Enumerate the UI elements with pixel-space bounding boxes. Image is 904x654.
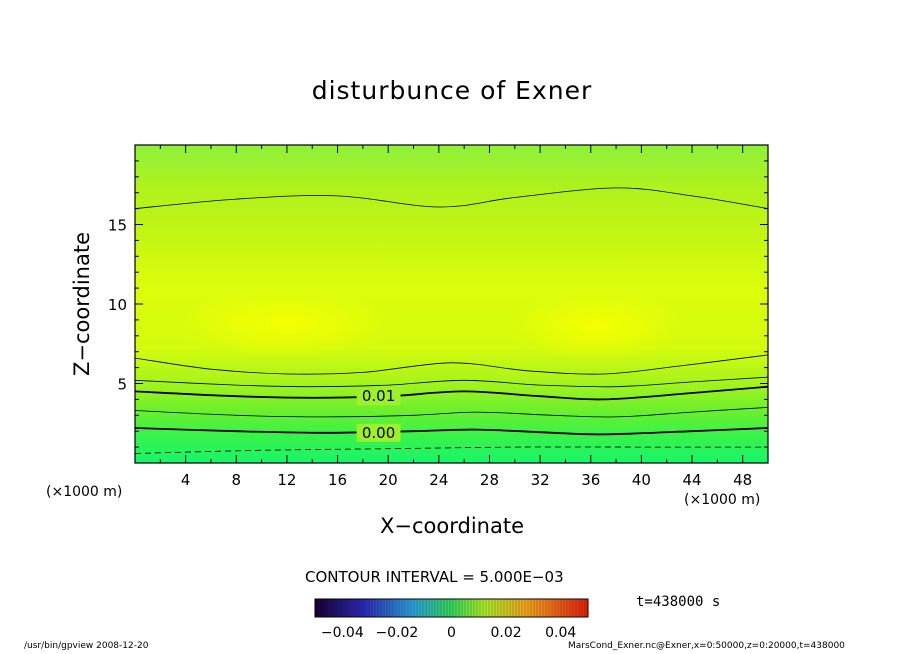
maximum-region-right [507, 290, 687, 362]
colorbar-tick-label: −0.02 [375, 625, 418, 641]
contour-line [135, 407, 768, 418]
time-label: t=438000 s [636, 594, 721, 610]
x-tick-label: 8 [232, 471, 242, 489]
contour-line [135, 446, 768, 454]
colorbar [314, 598, 589, 618]
contour-line [135, 187, 768, 209]
x-unit-right: (×1000 m) [684, 492, 761, 508]
contour-line [135, 385, 768, 401]
contour-interval: CONTOUR INTERVAL = 5.000E−03 [305, 568, 564, 586]
x-axis-label: X−coordinate [380, 514, 524, 538]
contour-line [135, 354, 768, 375]
x-tick-label: 20 [379, 471, 398, 489]
colorbar-tick-label: 0.04 [545, 625, 576, 641]
plot-area [135, 145, 768, 463]
x-tick-label: 48 [733, 471, 752, 489]
y-axis-label: Z−coordinate [70, 232, 94, 376]
x-tick-label: 28 [480, 471, 499, 489]
chart-title: disturbunce of Exner [311, 76, 593, 105]
y-tick-label: 5 [117, 376, 127, 394]
footer-program: /usr/bin/gpview 2008-12-20 [24, 641, 149, 651]
colorbar-tick-label: 0.02 [491, 625, 522, 641]
footer-source: MarsCond_Exner.nc@Exner,x=0:50000,z=0:20… [568, 641, 845, 651]
maximum-region-left [175, 290, 395, 358]
y-tick-label: 15 [108, 217, 127, 235]
x-tick-label: 44 [682, 471, 701, 489]
contour-label-bg [356, 387, 401, 406]
y-tick-label: 10 [108, 296, 127, 314]
contour-label: 0.01 [362, 387, 395, 405]
contour-line [135, 376, 768, 388]
contour-line [135, 427, 768, 436]
x-tick-label: 36 [581, 471, 600, 489]
contour-label: 0.00 [362, 424, 395, 442]
x-tick-label: 24 [429, 471, 448, 489]
x-tick-label: 32 [531, 471, 550, 489]
x-tick-label: 12 [277, 471, 296, 489]
x-tick-label: 4 [181, 471, 191, 489]
contour-label-bg [356, 423, 401, 442]
colorbar-tick-label: −0.04 [321, 625, 364, 641]
x-tick-label: 40 [632, 471, 651, 489]
x-tick-label: 16 [328, 471, 347, 489]
colorbar-tick-label: 0 [447, 625, 456, 641]
x-unit-left: (×1000 m) [46, 484, 123, 500]
